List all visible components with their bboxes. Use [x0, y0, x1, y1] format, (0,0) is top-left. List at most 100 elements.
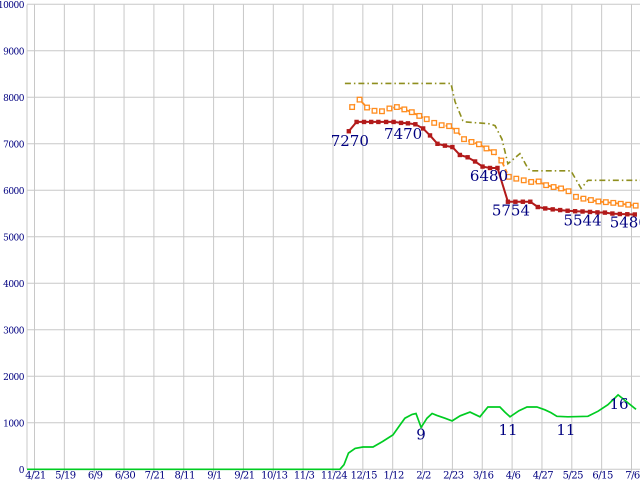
data-point-marker: [495, 165, 500, 171]
data-point-marker: [565, 188, 572, 195]
data-point-marker: [535, 204, 540, 210]
x-tick-label: 7/21: [145, 471, 165, 480]
data-point-marker: [617, 200, 624, 207]
data-point-marker: [457, 152, 463, 158]
data-point-marker: [468, 138, 475, 145]
data-point-marker: [550, 207, 555, 212]
y-tick-label: 3000: [3, 326, 25, 336]
data-point-marker: [435, 141, 440, 146]
point-value-label: 11: [498, 421, 517, 439]
series-orange-dashed-line: [349, 96, 639, 209]
data-point-marker: [573, 193, 579, 200]
data-point-marker: [386, 105, 393, 112]
data-point-marker: [513, 199, 518, 204]
data-point-marker: [550, 184, 557, 190]
series-line: [344, 82, 640, 190]
data-point-marker: [349, 104, 356, 111]
data-point-marker: [427, 133, 433, 138]
y-tick-label: 10000: [0, 1, 25, 11]
data-point-marker: [383, 119, 389, 125]
data-point-marker: [632, 202, 639, 209]
data-point-marker: [416, 112, 423, 119]
point-value-label: 5544: [563, 212, 601, 230]
data-point-marker: [498, 157, 505, 164]
y-tick-label: 8000: [3, 94, 25, 104]
series-line: [27, 393, 637, 471]
x-tick-label: 5/25: [563, 471, 584, 480]
data-point-marker: [465, 155, 470, 160]
point-value-label: 7470: [384, 125, 422, 143]
data-point-marker: [587, 197, 594, 204]
point-value-label: 7270: [331, 132, 369, 150]
x-tick-label: 12/15: [351, 471, 377, 480]
point-value-label: 11: [556, 421, 575, 439]
data-point-marker: [580, 195, 587, 202]
data-point-marker: [610, 199, 617, 206]
data-point-marker: [442, 143, 448, 148]
x-tick-label: 6/9: [88, 471, 103, 480]
x-tick-label: 5/19: [55, 471, 76, 480]
x-tick-label: 6/15: [592, 471, 613, 480]
x-axis-labels: 4/21 5/19 6/9 6/30 7/21 8/11 9/1 9/21 10/13 11/3 1…: [25, 471, 640, 480]
data-point-marker: [632, 212, 637, 217]
data-point-marker: [528, 199, 533, 204]
point-value-label: 9: [416, 425, 426, 443]
data-point-marker: [446, 123, 453, 130]
point-labels: 7270 7470 6480 5754 5544 5480 9 11 11 16: [331, 125, 640, 444]
data-point-marker: [346, 129, 352, 134]
y-tick-label: 1000: [3, 419, 25, 429]
series-olive-dashdot-line: [344, 82, 640, 190]
x-tick-label: 9/21: [234, 471, 254, 480]
data-point-marker: [379, 108, 385, 115]
data-point-marker: [483, 145, 490, 152]
data-point-marker: [401, 106, 408, 113]
data-point-marker: [480, 164, 485, 169]
data-point-marker: [356, 96, 363, 103]
data-point-marker: [413, 122, 418, 127]
data-point-marker: [602, 199, 609, 206]
data-point-marker: [490, 149, 497, 156]
gridlines: [26, 3, 640, 473]
data-point-marker: [505, 173, 512, 180]
data-point-marker: [572, 209, 578, 214]
data-point-marker: [528, 178, 535, 185]
x-tick-label: 3/16: [473, 471, 494, 480]
data-point-marker: [438, 122, 445, 129]
x-tick-label: 2/2: [416, 471, 431, 480]
x-tick-label: 4/6: [506, 471, 521, 480]
data-point-marker: [625, 201, 632, 208]
data-point-marker: [393, 104, 400, 111]
data-point-marker: [487, 165, 493, 171]
data-point-marker: [543, 182, 550, 189]
data-point-marker: [364, 104, 370, 111]
data-point-marker: [565, 208, 570, 213]
data-point-marker: [461, 136, 467, 143]
point-value-label: 6480: [470, 167, 508, 185]
data-point-marker: [423, 116, 430, 123]
data-point-marker: [398, 120, 404, 126]
series-red-solid-line: [346, 119, 637, 217]
data-point-marker: [420, 126, 426, 131]
x-tick-label: 11/24: [321, 471, 347, 480]
point-value-label: 5480: [610, 213, 640, 231]
y-tick-label: 2000: [3, 373, 25, 383]
y-tick-label: 4000: [3, 280, 25, 290]
data-point-marker: [557, 207, 563, 213]
data-point-marker: [610, 211, 615, 216]
point-value-label: 16: [610, 395, 629, 413]
x-tick-label: 10/13: [261, 471, 287, 480]
data-point-marker: [520, 177, 527, 184]
y-tick-label: 6000: [3, 187, 25, 197]
x-tick-label: 6/30: [115, 471, 136, 480]
y-tick-label: 7000: [3, 140, 25, 150]
y-axis-labels: 0 1000 2000 3000 4000 5000 6000 7000 8000 9000 100…: [0, 1, 25, 476]
x-tick-label: 8/11: [175, 471, 195, 480]
data-point-marker: [371, 107, 378, 114]
data-point-marker: [505, 199, 511, 204]
point-value-label: 5754: [492, 202, 530, 220]
data-point-marker: [391, 119, 396, 125]
x-tick-label: 7/6: [625, 471, 640, 480]
